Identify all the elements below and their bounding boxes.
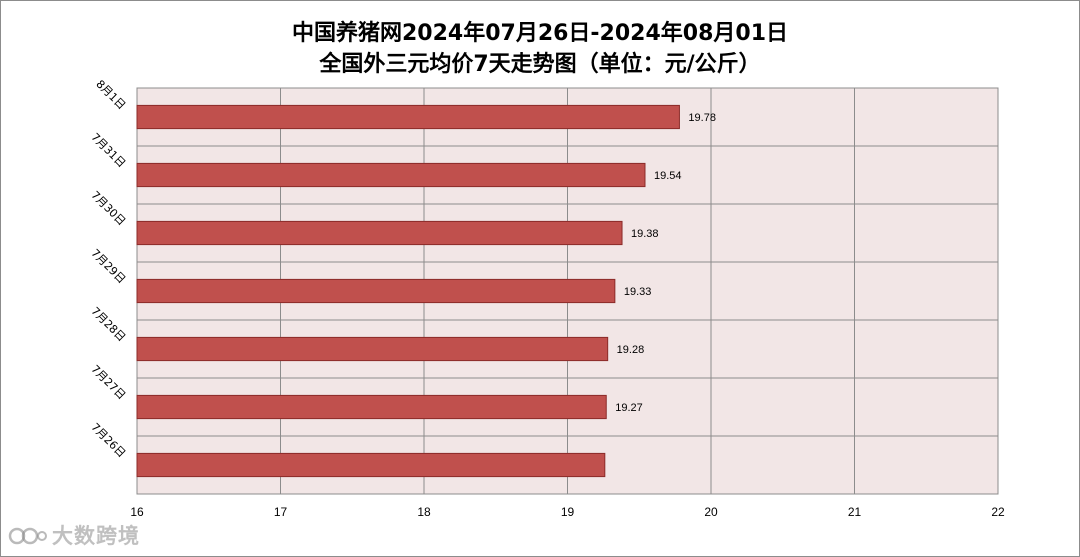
watermark: 大数跨境 bbox=[8, 520, 140, 551]
category-label: 7月31日 bbox=[88, 131, 128, 171]
category-label: 7月27日 bbox=[88, 363, 128, 403]
watermark-text: 大数跨境 bbox=[52, 524, 140, 548]
data-label: 19.78 bbox=[688, 112, 716, 124]
chart-title-line1: 中国养猪网2024年07月26日-2024年08月01日 bbox=[291, 21, 789, 46]
category-label: 8月1日 bbox=[93, 78, 128, 113]
bar bbox=[136, 104, 680, 130]
category-labels: 8月1日 7月31日 7月30日 7月29日 7月28日 7月27日 7月26日 bbox=[88, 78, 128, 461]
x-tick-label: 16 bbox=[130, 505, 144, 519]
x-tick-label: 21 bbox=[848, 505, 862, 519]
bar bbox=[136, 336, 609, 362]
bar bbox=[136, 278, 616, 304]
x-tick-label: 19 bbox=[561, 505, 575, 519]
x-tick-label: 22 bbox=[991, 505, 1005, 519]
x-tick-label: 20 bbox=[704, 505, 718, 519]
watermark-logo-icon bbox=[8, 524, 48, 551]
data-label: 19.54 bbox=[654, 170, 682, 182]
bar bbox=[136, 220, 623, 246]
data-labels: 19.78 19.54 19.38 19.33 19.28 19.27 bbox=[615, 112, 716, 414]
bars bbox=[136, 104, 680, 478]
x-tick-label: 17 bbox=[274, 505, 288, 519]
category-label: 7月30日 bbox=[88, 189, 128, 229]
category-label: 7月29日 bbox=[88, 247, 128, 287]
data-label: 19.28 bbox=[617, 344, 645, 356]
data-label: 19.38 bbox=[631, 228, 659, 240]
category-label: 7月28日 bbox=[88, 305, 128, 345]
data-label: 19.33 bbox=[624, 286, 652, 298]
grid-lines bbox=[136, 88, 999, 494]
bar bbox=[136, 452, 606, 478]
x-axis-ticks: 16 17 18 19 20 21 22 bbox=[130, 505, 1005, 519]
chart-title-line2: 全国外三元均价7天走势图（单位：元/公斤） bbox=[319, 52, 761, 77]
bar bbox=[136, 394, 607, 420]
category-label: 7月26日 bbox=[88, 421, 128, 461]
bar bbox=[136, 162, 646, 188]
x-tick-label: 18 bbox=[417, 505, 431, 519]
data-label: 19.27 bbox=[615, 402, 643, 414]
